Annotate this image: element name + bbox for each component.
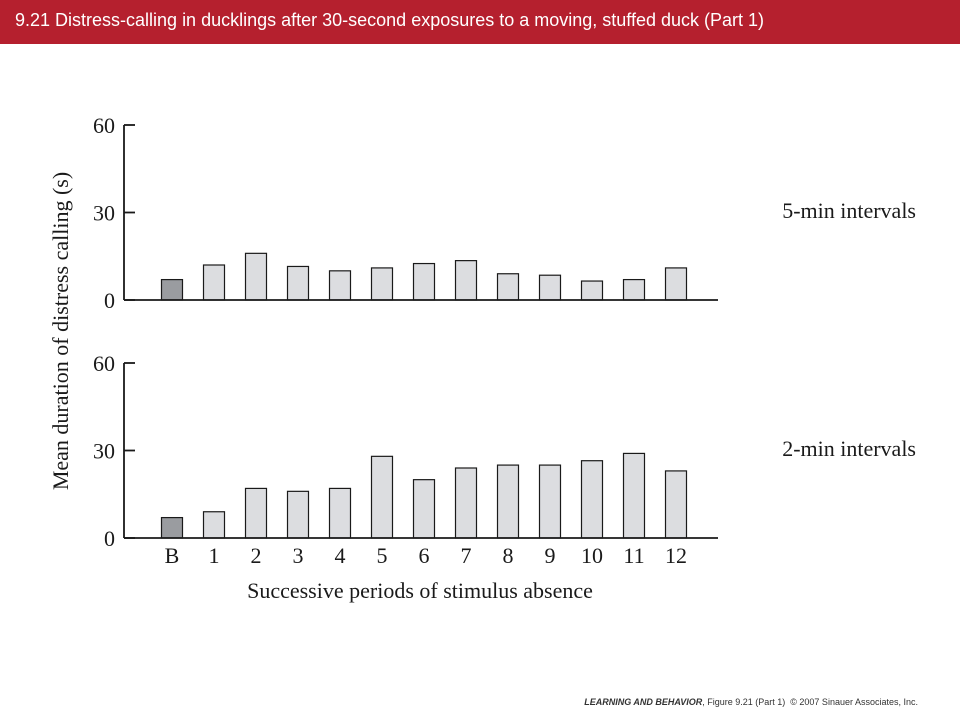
- x-tick-label-12: 12: [665, 543, 687, 568]
- bar-1-3: [286, 265, 310, 301]
- bar-2-2: [244, 487, 268, 539]
- bar-2-7: [454, 467, 478, 539]
- bar-2-8: [496, 464, 520, 539]
- panel-label-1: 5-min intervals: [782, 198, 916, 223]
- x-tick-label-11: 11: [623, 543, 644, 568]
- bar-1-9: [538, 274, 562, 301]
- bar-2-10: [580, 460, 604, 539]
- bar-2-3: [286, 490, 310, 539]
- bar-1-7: [454, 260, 478, 301]
- bar-1-8: [496, 273, 520, 301]
- bar-1-2: [244, 252, 268, 301]
- bar-2-5: [370, 455, 394, 539]
- bar-1-6: [412, 262, 436, 301]
- x-tick-label-6: 6: [419, 543, 430, 568]
- bar-1-1: [202, 264, 226, 301]
- y-tick-label-1-60: 60: [93, 113, 115, 138]
- bar-2-12: [664, 470, 688, 539]
- bar-1-12: [664, 267, 688, 301]
- footer-credit: LEARNING AND BEHAVIOR, Figure 9.21 (Part…: [584, 697, 918, 707]
- footer-book-title: LEARNING AND BEHAVIOR: [584, 697, 703, 707]
- y-axis-label: Mean duration of distress calling (s): [48, 172, 73, 490]
- slide-title: 9.21 Distress-calling in ducklings after…: [0, 0, 960, 44]
- bar-1-10: [580, 280, 604, 301]
- footer-figure-ref: , Figure 9.21 (Part 1): [702, 697, 786, 707]
- x-tick-label-4: 4: [335, 543, 346, 568]
- bar-2-6: [412, 479, 436, 539]
- x-tick-label-1: 1: [209, 543, 220, 568]
- x-tick-label-8: 8: [503, 543, 514, 568]
- x-axis-label: Successive periods of stimulus absence: [247, 578, 593, 603]
- bar-1-5: [370, 267, 394, 301]
- bar-2-B: [160, 516, 184, 539]
- bar-2-9: [538, 464, 562, 539]
- x-tick-label-10: 10: [581, 543, 603, 568]
- y-tick-label-2-0: 0: [104, 526, 115, 551]
- x-tick-label-7: 7: [461, 543, 472, 568]
- bar-2-4: [328, 487, 352, 539]
- panel-label-2: 2-min intervals: [782, 436, 916, 461]
- x-tick-label-B: B: [165, 543, 180, 568]
- x-tick-label-3: 3: [293, 543, 304, 568]
- y-tick-label-1-0: 0: [104, 288, 115, 313]
- bar-1-4: [328, 270, 352, 301]
- y-tick-label-1-30: 30: [93, 201, 115, 226]
- footer-copyright: © 2007 Sinauer Associates, Inc.: [790, 697, 918, 707]
- bar-1-11: [622, 278, 646, 301]
- bar-2-1: [202, 511, 226, 539]
- bar-1-B: [160, 278, 184, 301]
- x-tick-label-2: 2: [251, 543, 262, 568]
- x-tick-label-9: 9: [545, 543, 556, 568]
- y-tick-label-2-60: 60: [93, 351, 115, 376]
- y-tick-label-2-30: 30: [93, 439, 115, 464]
- bar-2-11: [622, 452, 646, 539]
- x-tick-label-5: 5: [377, 543, 388, 568]
